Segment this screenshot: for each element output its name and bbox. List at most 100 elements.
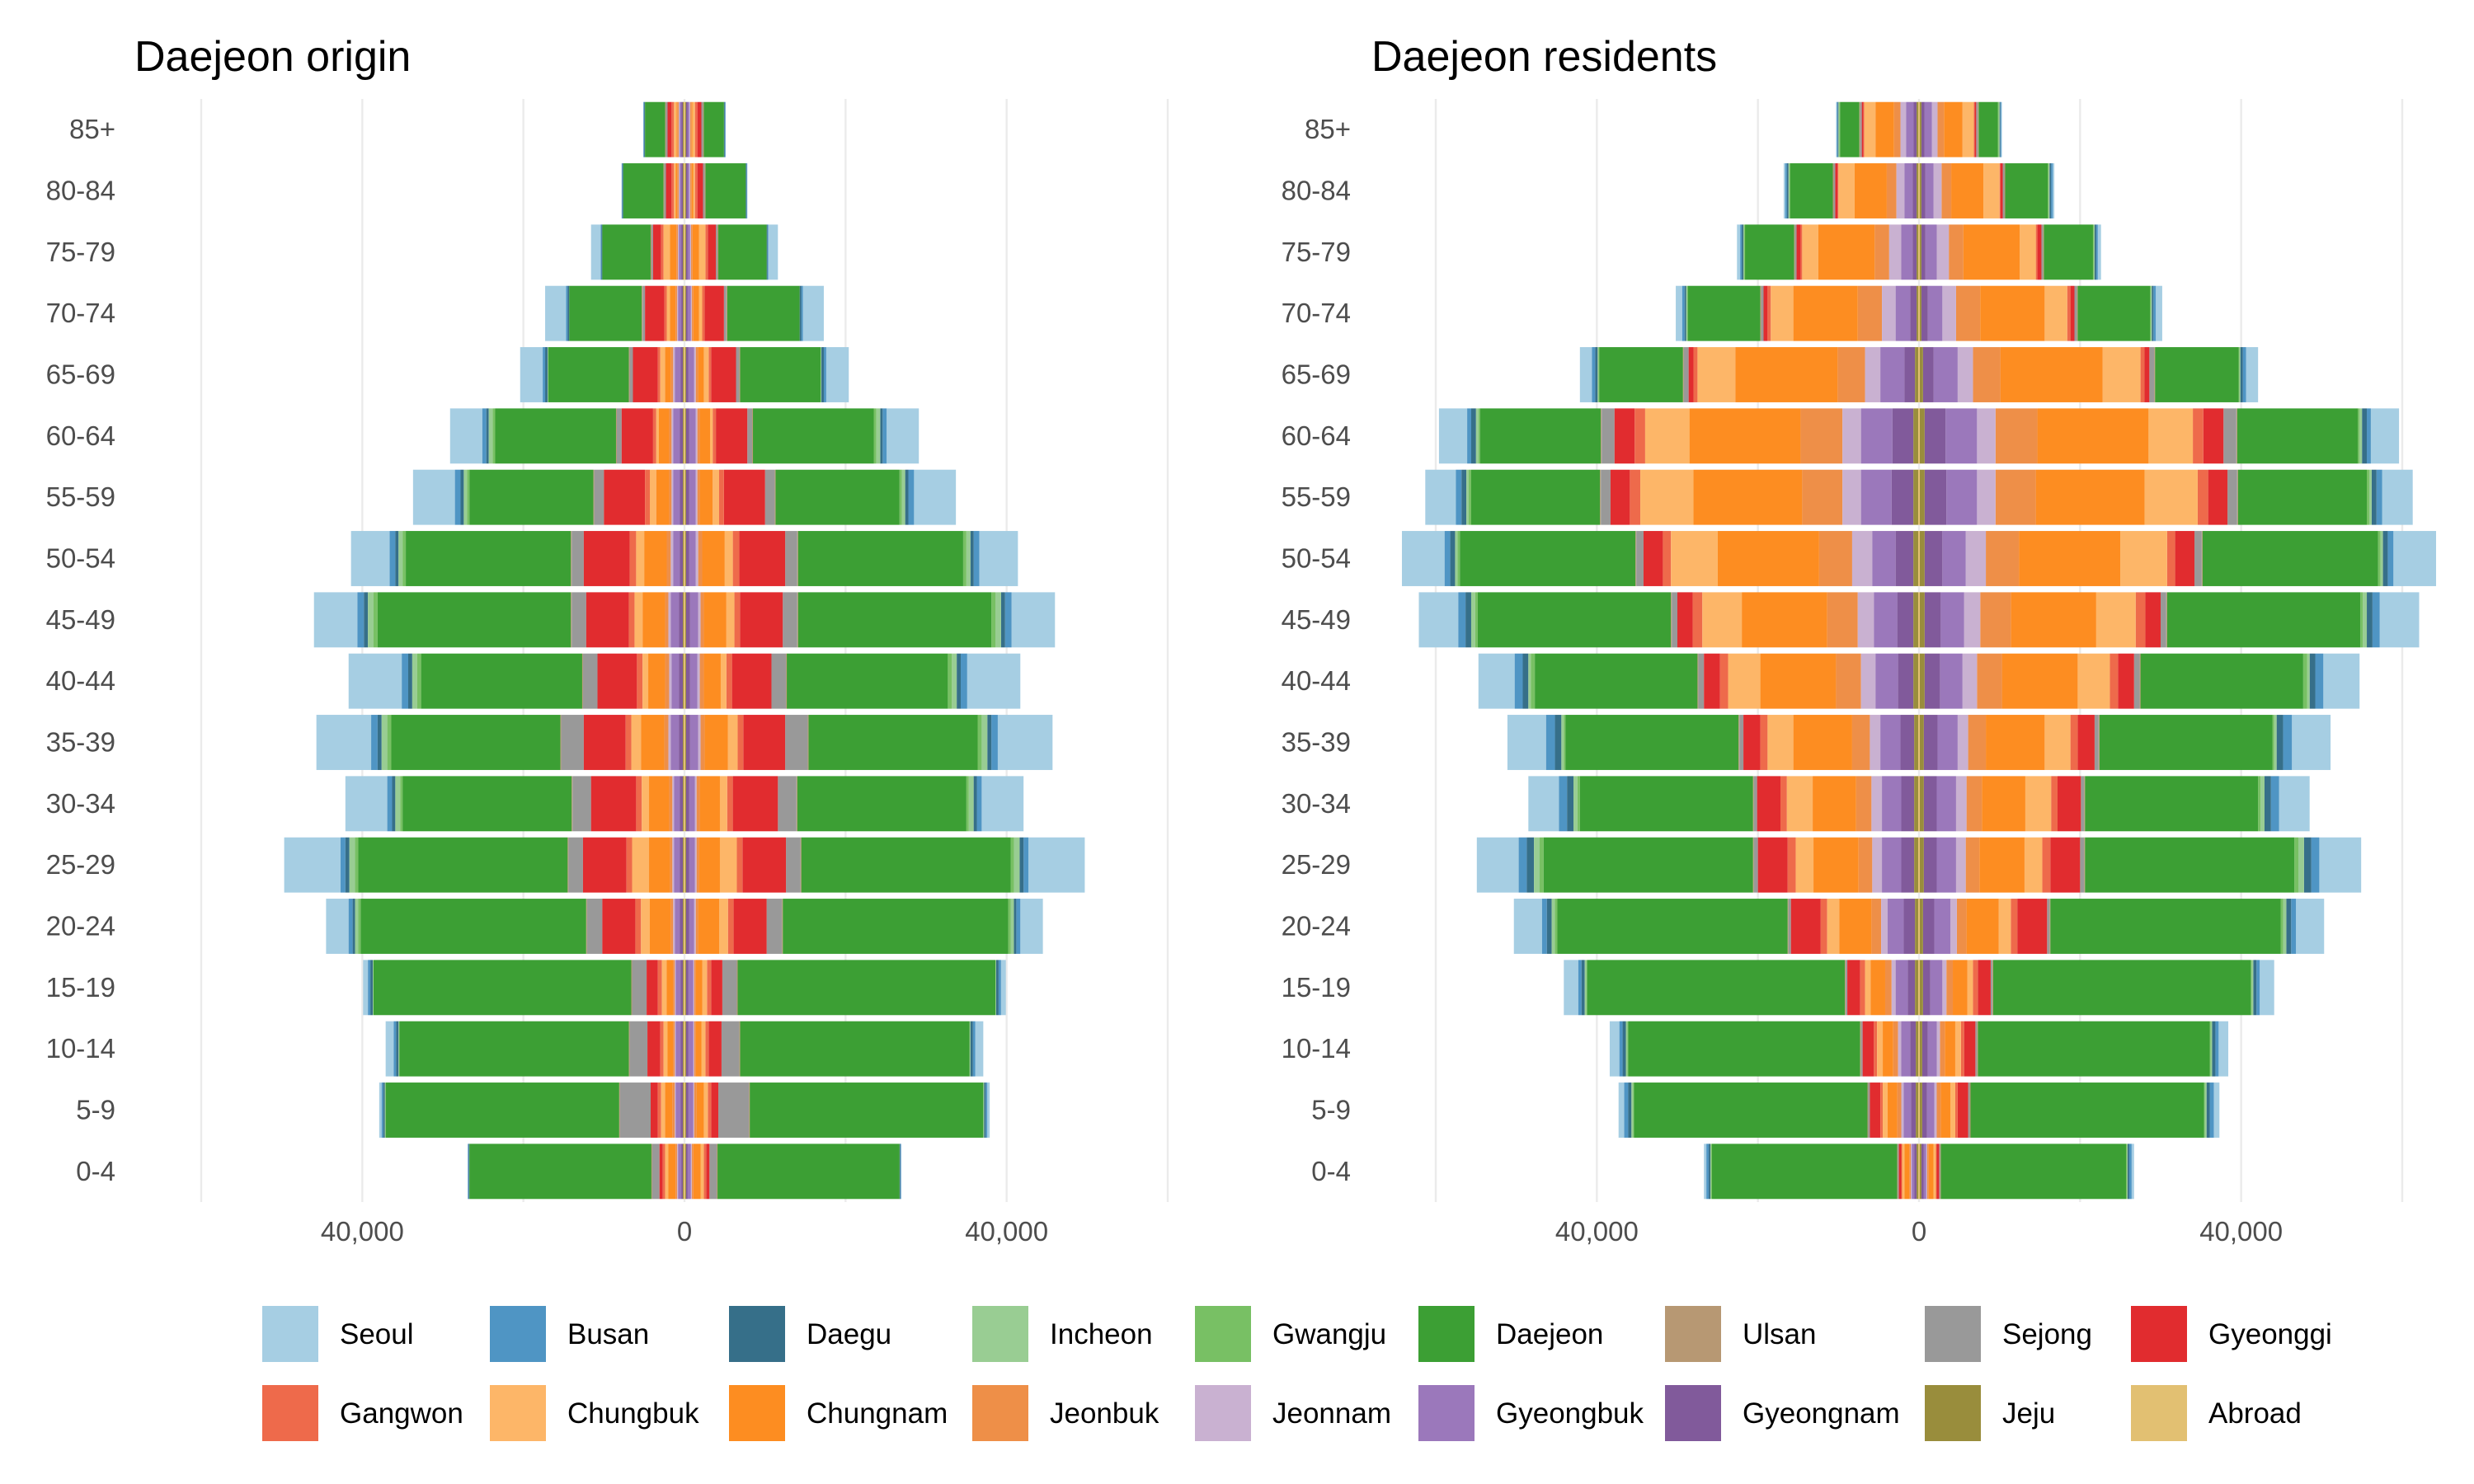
bar-gangwon-50-54-left bbox=[1663, 531, 1672, 586]
bar-daegu-45-49-left bbox=[1465, 592, 1471, 648]
bar-daejeon-0-4-left bbox=[469, 1144, 651, 1200]
bar-gyeongnam-85-left bbox=[1913, 101, 1917, 157]
bar-jeju-40-44-right bbox=[1919, 653, 1925, 709]
bar-gyeongnam-75-79-left bbox=[681, 224, 684, 280]
age-label-40-44: 40-44 bbox=[1282, 665, 1351, 696]
bar-chungnam-55-59-right bbox=[2035, 469, 2145, 525]
bar-incheon-45-49-right bbox=[995, 592, 1001, 648]
bar-sejong-20-24-left bbox=[586, 899, 603, 954]
bar-jeju-35-39-right bbox=[1919, 715, 1924, 770]
bar-daegu-5-9-left bbox=[1628, 1082, 1632, 1138]
bar-jeonbuk-30-34-left bbox=[1856, 776, 1872, 832]
bar-jeju-30-34-left bbox=[1914, 776, 1919, 832]
bar-gyeongnam-70-74-left bbox=[1910, 285, 1917, 341]
bar-jeonnam-55-59-right bbox=[1977, 469, 1996, 525]
bar-jeju-75-79-left bbox=[1917, 224, 1919, 280]
bar-sejong-40-44-left bbox=[582, 653, 598, 709]
bar-chungbuk-80-84-right bbox=[1983, 163, 2000, 218]
bar-daejeon-25-29-right bbox=[801, 837, 1011, 893]
bar-ulsan-5-9-right bbox=[749, 1082, 750, 1138]
bar-daejeon-50-54-right bbox=[2202, 531, 2378, 586]
bar-jeonnam-70-74-right bbox=[690, 285, 692, 341]
bar-sejong-10-14-right bbox=[721, 1021, 740, 1077]
bar-gangwon-0-4-left bbox=[662, 1144, 666, 1200]
bar-busan-15-19-right bbox=[2256, 960, 2260, 1016]
bar-gangwon-80-84-left bbox=[671, 163, 675, 218]
bar-jeonbuk-80-84-left bbox=[677, 163, 680, 218]
bar-seoul-75-79-right bbox=[768, 224, 778, 280]
bar-ulsan-35-39-right bbox=[2098, 715, 2100, 770]
bar-gwangju-70-74-left bbox=[1686, 285, 1688, 341]
bar-chungnam-10-14-left bbox=[1883, 1021, 1893, 1077]
bar-gyeonggi-15-19-right bbox=[711, 960, 722, 1016]
bar-gwangju-25-29-left bbox=[1539, 837, 1544, 893]
bar-ulsan-25-29-left bbox=[1752, 837, 1754, 893]
bar-daejeon-55-59-right bbox=[775, 469, 900, 525]
bar-incheon-60-64-right bbox=[2359, 408, 2363, 464]
bar-incheon-20-24-right bbox=[1010, 899, 1014, 954]
bar-gangwon-70-74-right bbox=[702, 285, 705, 341]
bar-abroad-85-right bbox=[684, 101, 685, 157]
bar-busan-35-39-left bbox=[371, 715, 378, 770]
bar-jeonbuk-0-4-left bbox=[1909, 1144, 1912, 1200]
bar-ulsan-15-19-left bbox=[1845, 960, 1846, 1016]
bar-daegu-0-4-right bbox=[899, 1144, 901, 1200]
bar-busan-40-44-left bbox=[1514, 653, 1523, 709]
bar-gwangju-35-39-left bbox=[1564, 715, 1566, 770]
bar-incheon-0-4-right bbox=[2126, 1144, 2128, 1200]
bar-jeonbuk-0-4-left bbox=[675, 1144, 678, 1200]
bar-gwangju-40-44-right bbox=[2302, 653, 2307, 709]
bar-jeju-65-69-left bbox=[683, 347, 684, 402]
bar-gangwon-85-right bbox=[694, 101, 698, 157]
bar-jeonnam-55-59-left bbox=[671, 469, 674, 525]
bar-jeonbuk-35-39-right bbox=[1968, 715, 1987, 770]
bar-chungnam-70-74-right bbox=[693, 285, 699, 341]
bar-gyeonggi-65-69-left bbox=[633, 347, 658, 402]
bar-jeonnam-5-9-left bbox=[1901, 1082, 1904, 1138]
bar-sejong-15-19-right bbox=[1990, 960, 1992, 1016]
bar-gyeonggi-70-74-right bbox=[2070, 285, 2075, 341]
bar-busan-60-64-right bbox=[882, 408, 887, 464]
bar-abroad-0-4-right bbox=[684, 1144, 685, 1200]
bar-gwangju-60-64-right bbox=[2358, 408, 2360, 464]
bar-chungbuk-40-44-right bbox=[2077, 653, 2110, 709]
bar-gwangju-50-54-right bbox=[962, 531, 967, 586]
bar-gangwon-75-79-right bbox=[705, 224, 708, 280]
bar-chungbuk-85-left bbox=[1864, 101, 1876, 157]
bar-incheon-80-84-left bbox=[1788, 163, 1790, 218]
bar-gyeongnam-15-19-right bbox=[1922, 960, 1931, 1016]
bar-chungnam-35-39-right bbox=[704, 715, 728, 770]
bar-sejong-55-59-right bbox=[2227, 469, 2237, 525]
bar-daejeon-5-9-right bbox=[1970, 1082, 2204, 1138]
bar-daejeon-70-74-left bbox=[569, 285, 642, 341]
bar-jeonnam-25-29-right bbox=[694, 837, 697, 893]
bar-daegu-15-19-right bbox=[995, 960, 999, 1016]
bar-busan-35-39-left bbox=[1545, 715, 1555, 770]
bar-jeju-15-19-left bbox=[683, 960, 684, 1016]
bar-daegu-45-49-left bbox=[364, 592, 369, 648]
bar-daegu-5-9-right bbox=[2206, 1082, 2210, 1138]
bar-gyeongnam-25-29-left bbox=[680, 837, 684, 893]
bar-incheon-55-59-left bbox=[1466, 469, 1470, 525]
bar-incheon-5-9-right bbox=[983, 1082, 985, 1138]
bar-daejeon-5-9-right bbox=[750, 1082, 984, 1138]
bar-gyeongbuk-60-64-right bbox=[1945, 408, 1978, 464]
bar-jeju-85-left bbox=[683, 101, 684, 157]
bar-jeonbuk-55-59-right bbox=[1995, 469, 2036, 525]
bar-jeonbuk-70-74-right bbox=[691, 285, 694, 341]
bar-gwangju-0-4-right bbox=[2126, 1144, 2127, 1200]
bar-ulsan-10-14-left bbox=[628, 1021, 630, 1077]
bar-busan-75-79-right bbox=[767, 224, 769, 280]
bar-jeju-0-4-left bbox=[1917, 1144, 1919, 1200]
legend-label-gangwon: Gangwon bbox=[340, 1397, 463, 1430]
bar-jeonbuk-0-4-right bbox=[691, 1144, 694, 1200]
bar-chungbuk-45-49-left bbox=[1702, 592, 1743, 648]
bar-chungnam-75-79-left bbox=[670, 224, 677, 280]
bar-daejeon-70-74-left bbox=[1687, 285, 1761, 341]
bar-gyeongnam-10-14-right bbox=[1921, 1021, 1928, 1077]
bar-chungbuk-0-4-right bbox=[1933, 1144, 1936, 1200]
bar-gangwon-60-64-left bbox=[1634, 408, 1645, 464]
bar-gyeongbuk-40-44-left bbox=[1875, 653, 1898, 709]
age-label-50-54: 50-54 bbox=[1282, 543, 1351, 574]
bar-gyeongbuk-30-34-right bbox=[1936, 776, 1956, 832]
